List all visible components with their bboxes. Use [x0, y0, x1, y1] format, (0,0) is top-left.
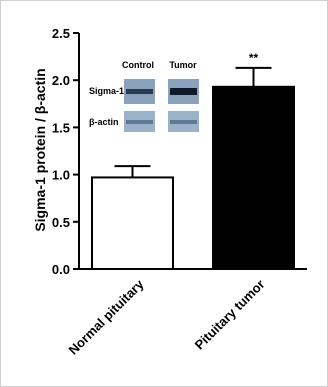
- blot-row-label-beta-actin: β-actin: [89, 117, 119, 127]
- y-ticks: 0.0 0.5 1.0 1.5 2.0 2.5: [52, 26, 79, 277]
- blot-band-control-beta-actin: [126, 120, 153, 124]
- x-category-label: Pituitary tumor: [192, 277, 268, 353]
- blot-row-label-sigma1: Sigma-1: [89, 86, 124, 96]
- y-tick-label: 0.5: [52, 215, 70, 230]
- bar-pituitary-tumor: [212, 85, 295, 270]
- blot-band-tumor-sigma1: [170, 88, 197, 95]
- y-tick-label: 2.0: [52, 73, 70, 88]
- blot-band-control-sigma1: [126, 89, 153, 94]
- x-category-label: Normal pituitary: [66, 276, 148, 358]
- y-tick-label: 1.0: [52, 168, 70, 183]
- y-axis-label: Sigma-1 protein / β-actin: [32, 68, 48, 231]
- bars: [91, 85, 295, 271]
- blot-band-tumor-beta-actin: [170, 120, 197, 124]
- y-tick-label: 1.5: [52, 120, 70, 135]
- blot-column-label-tumor: Tumor: [169, 60, 197, 70]
- significance-mark: **: [249, 51, 259, 65]
- significance-marks: **: [249, 51, 259, 65]
- western-blot-inset: Control Tumor Sigma-1 β-actin: [89, 60, 199, 132]
- blot-column-label-control: Control: [122, 60, 154, 70]
- y-tick-label: 0.0: [52, 262, 70, 277]
- bar-normal-pituitary: [91, 176, 174, 271]
- y-tick-label: 2.5: [52, 26, 70, 41]
- error-bars: [114, 66, 272, 178]
- x-category-labels: Normal pituitary Pituitary tumor: [66, 276, 268, 358]
